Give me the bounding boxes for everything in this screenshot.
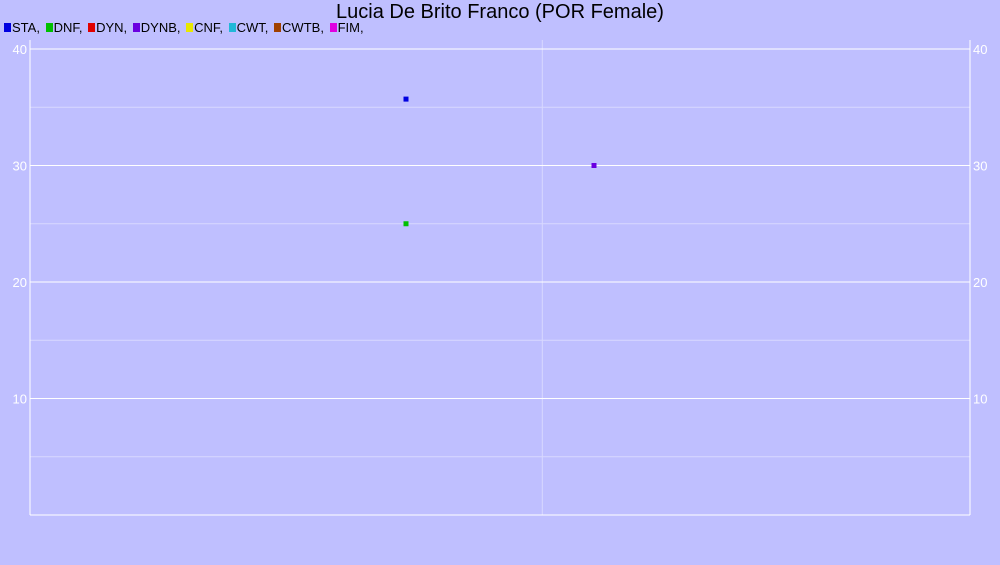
legend-label-cwt: CWT, [236,20,269,35]
data-point-dnf [403,221,409,227]
legend-swatch-sta [4,23,11,32]
y-tick-label-right: 20 [973,275,987,290]
legend-label-cnf: CNF, [194,20,224,35]
legend-swatch-dynb [132,23,140,32]
legend-item-cwtb: CWTB, [274,21,324,35]
y-tick-label-right: 40 [973,42,987,57]
legend-swatch-dnf [45,23,53,32]
y-tick-label-left: 10 [13,392,27,407]
legend-item-cwt: CWT, [228,20,269,35]
legend-item-dnf: DNF, [45,20,83,35]
y-tick-label-right: 30 [973,159,987,174]
legend-swatch-cwtb [274,23,282,32]
legend-item-fim: FIM, [329,20,364,35]
y-tick-label-left: 40 [13,42,27,57]
legend-item-dynb: DYNB, [132,20,181,35]
legend-label-fim: FIM, [337,20,364,35]
y-tick-label-left: 20 [13,275,27,290]
chart-title: Lucia De Brito Franco (POR Female) [336,1,664,23]
y-tick-label-left: 30 [13,159,27,174]
legend-item-sta: STA, [4,21,40,35]
legend: STA, DNF, DYN, DYNB, CNF, CWT, CWTB, FIM… [4,21,366,35]
legend-swatch-fim [329,23,337,32]
legend-label-dnf: DNF, [53,20,83,35]
data-point-dynb [591,163,597,168]
legend-item-cnf: CNF, [186,21,223,35]
legend-item-dyn: DYN, [88,21,127,35]
legend-label-cwtb: CWTB, [282,20,324,35]
legend-label-dynb: DYNB, [140,20,181,35]
legend-swatch-cnf [186,23,194,32]
legend-swatch-dyn [88,23,96,32]
y-tick-label-right: 10 [973,392,987,407]
legend-label-dyn: DYN, [96,20,128,35]
legend-swatch-cwt [228,23,236,32]
legend-label-sta: STA, [12,20,40,35]
data-point-sta [403,96,409,102]
